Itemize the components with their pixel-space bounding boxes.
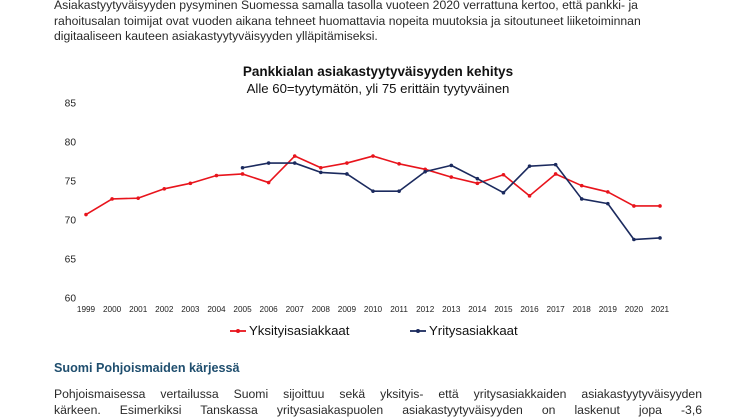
intro-line: Asiakastyytyväisyyden pysyminen Suomessa…: [54, 0, 638, 12]
y-tick-label: 75: [65, 177, 77, 188]
data-point: [214, 173, 219, 178]
data-point: [553, 162, 558, 167]
data-point: [371, 189, 375, 193]
x-tick-label: 2009: [338, 305, 357, 314]
x-tick-label: 2018: [573, 305, 592, 314]
y-tick-label: 65: [65, 255, 77, 266]
data-point: [632, 237, 636, 242]
legend-item: Yksityisasiakkaat: [230, 323, 350, 338]
data-point: [84, 212, 88, 217]
data-point: [475, 181, 480, 186]
y-tick-label: 80: [65, 138, 77, 149]
data-point: [449, 175, 454, 179]
x-tick-label: 2008: [312, 305, 331, 314]
data-point: [292, 154, 297, 158]
data-point: [449, 163, 454, 168]
x-tick-label: 2011: [390, 305, 408, 314]
data-point: [371, 154, 375, 158]
data-point: [319, 165, 323, 170]
y-tick-label: 85: [65, 99, 77, 110]
data-point: [136, 196, 140, 200]
x-tick-label: 2007: [286, 305, 305, 314]
legend-item: Yritysasiakkaat: [410, 323, 518, 338]
y-tick-label: 70: [65, 216, 77, 227]
y-axis: 60 65 70 75 80 85: [65, 99, 77, 305]
data-point: [501, 172, 506, 177]
intro-line: rahoitusalan toimijat ovat vuoden aikana…: [54, 13, 641, 28]
series-1: [240, 161, 662, 242]
body-line: kärkeen. Esimerkiksi Tanskassa yritysasi…: [54, 402, 702, 417]
x-tick-label: 2020: [625, 305, 644, 314]
x-tick-label: 2017: [547, 305, 566, 314]
series-line: [242, 162, 661, 241]
chart-legend: Yksityisasiakkaat Yritysasiakkaat: [230, 323, 518, 338]
data-point: [188, 181, 193, 186]
y-tick-label: 60: [65, 294, 77, 305]
x-tick-label: 2019: [599, 305, 618, 314]
data-point: [240, 165, 245, 170]
data-point: [292, 161, 297, 165]
data-point: [423, 169, 427, 174]
data-point: [579, 183, 584, 188]
x-tick-label: 2000: [103, 305, 122, 314]
data-point: [658, 204, 662, 208]
data-point: [266, 161, 271, 165]
x-tick-label: 1999: [77, 305, 96, 314]
series-0: [84, 154, 662, 217]
data-point: [266, 180, 271, 185]
x-tick-label: 2010: [364, 305, 383, 314]
x-tick-label: 2021: [651, 305, 670, 314]
data-point: [345, 161, 349, 165]
plot-area: [84, 154, 662, 242]
data-point: [475, 176, 480, 181]
data-point: [606, 201, 610, 206]
chart-subtitle: Alle 60=tyytymätön, yli 75 erittäin tyyt…: [247, 81, 510, 96]
data-point: [319, 170, 323, 175]
data-point: [110, 197, 114, 201]
x-tick-label: 2004: [207, 305, 226, 314]
data-point: [527, 194, 532, 198]
chart-title: Pankkialan asiakastyytyväisyyden kehitys: [243, 64, 513, 79]
x-tick-label: 2014: [468, 305, 487, 314]
x-tick-label: 2012: [416, 305, 435, 314]
legend-swatch-marker: [416, 329, 420, 333]
data-point: [632, 204, 636, 208]
x-tick-label: 2006: [260, 305, 279, 314]
x-tick-label: 2002: [155, 305, 174, 314]
data-point: [658, 236, 662, 240]
series-line: [85, 155, 660, 216]
intro-paragraph: Asiakastyytyväisyyden pysyminen Suomessa…: [54, 0, 702, 45]
x-axis: 1999 2000 2001 2002 2003 2004 2005 2006 2007 2008…: [77, 305, 670, 314]
intro-line: digitaaliseen kauteen asiakastyytyväisyy…: [54, 29, 378, 44]
section-heading: Suomi Pohjoismaiden kärjessä: [54, 361, 240, 375]
x-tick-label: 2013: [442, 305, 461, 314]
satisfaction-chart: Pankkialan asiakastyytyväisyyden kehitys…: [54, 60, 702, 350]
data-point: [606, 190, 610, 194]
data-point: [397, 162, 401, 166]
data-point: [501, 190, 506, 195]
data-point: [397, 189, 401, 193]
data-point: [527, 164, 532, 168]
legend-swatch-marker: [236, 329, 240, 333]
legend-label: Yritysasiakkaat: [429, 323, 518, 338]
x-tick-label: 2016: [520, 305, 539, 314]
x-tick-label: 2003: [181, 305, 200, 314]
x-tick-label: 2015: [494, 305, 513, 314]
x-tick-label: 2001: [129, 305, 148, 314]
data-point: [240, 172, 245, 176]
x-tick-label: 2005: [233, 305, 252, 314]
legend-label: Yksityisasiakkaat: [249, 323, 350, 338]
data-point: [553, 172, 558, 176]
body-line: Pohjoismaisessa vertailussa Suomi sijoit…: [54, 387, 702, 401]
data-point: [162, 187, 167, 191]
body-paragraph: Pohjoismaisessa vertailussa Suomi sijoit…: [54, 387, 702, 418]
line-chart-svg: Pankkialan asiakastyytyväisyyden kehitys…: [65, 64, 670, 338]
data-point: [345, 172, 349, 176]
data-point: [579, 197, 584, 201]
